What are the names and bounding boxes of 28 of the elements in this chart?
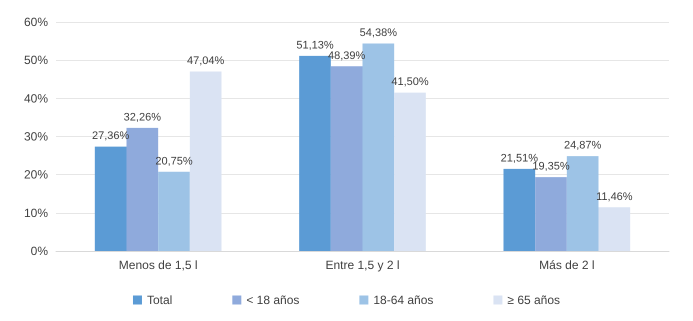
bar: [158, 172, 190, 251]
legend-label: 18-64 años: [373, 293, 434, 307]
data-label: 32,26%: [124, 111, 162, 124]
data-label: 51,13%: [296, 39, 334, 52]
bar: [535, 177, 567, 251]
data-label: 48,39%: [328, 50, 366, 62]
bar: [394, 92, 426, 251]
y-tick-label: 30%: [24, 130, 48, 144]
y-tick-label: 10%: [24, 206, 48, 220]
y-tick-label: 40%: [24, 91, 48, 106]
y-tick-label: 50%: [24, 53, 48, 68]
data-label: 47,04%: [187, 54, 225, 67]
bar: [330, 66, 362, 251]
legend-label: ≥ 65 años: [507, 293, 560, 307]
x-tick-label: Más de 2 l: [539, 258, 595, 272]
legend-label: < 18 años: [246, 293, 300, 307]
data-label: 24,87%: [564, 140, 602, 152]
bar: [94, 146, 126, 251]
x-tick-label: Entre 1,5 y 2 l: [325, 258, 400, 272]
x-tick-label: Menos de 1,5 l: [118, 258, 198, 272]
data-label: 41,50%: [391, 76, 429, 88]
bar: [598, 207, 630, 251]
y-tick-label: 60%: [24, 15, 48, 29]
y-tick-label: 0%: [30, 244, 48, 258]
data-label: 54,38%: [360, 26, 398, 39]
legend-label: Total: [146, 293, 172, 307]
data-label: 11,46%: [596, 190, 633, 203]
y-tick-label: 20%: [24, 168, 48, 182]
